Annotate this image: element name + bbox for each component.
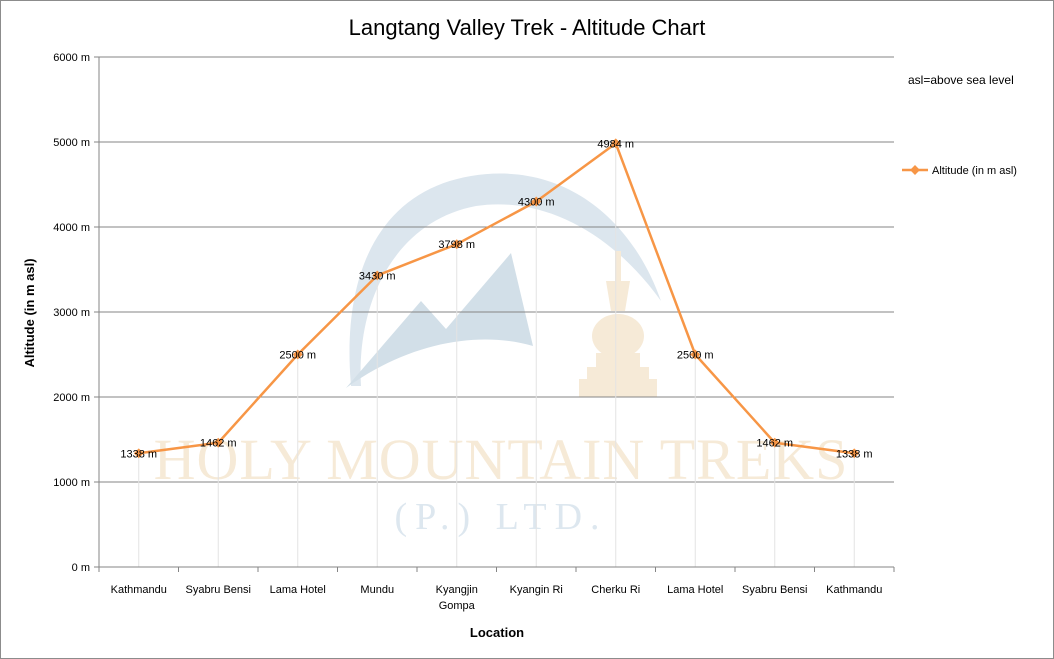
data-label: 3798 m xyxy=(438,239,475,251)
x-axis-title: Location xyxy=(470,625,524,640)
data-label: 1462 m xyxy=(200,438,237,450)
y-axis-title: Altitude (in m asl) xyxy=(22,258,37,367)
watermark-logo: HOLY MOUNTAIN TREKS (P.) LTD. xyxy=(154,173,849,538)
watermark-line2: (P.) LTD. xyxy=(394,496,607,538)
series-altitude xyxy=(133,138,860,459)
y-tick-label: 3000 m xyxy=(53,307,90,319)
x-tick-label: Syabru Bensi xyxy=(186,584,251,596)
data-point xyxy=(531,196,542,207)
x-tick-label: Kathmandu xyxy=(111,584,167,596)
y-tick-label: 5000 m xyxy=(53,137,90,149)
data-point xyxy=(372,270,383,281)
data-label: 3430 m xyxy=(359,270,396,282)
x-tick-label: Lama Hotel xyxy=(667,584,723,596)
data-point xyxy=(610,138,621,149)
x-tick-label: Mundu xyxy=(360,584,394,596)
x-tick-label: Kyangin Ri xyxy=(510,584,563,596)
y-tick-label: 0 m xyxy=(72,562,90,574)
y-tick-label: 4000 m xyxy=(53,222,90,234)
chart-title: Langtang Valley Trek - Altitude Chart xyxy=(349,15,706,40)
logo-mountain-icon xyxy=(346,253,533,388)
y-tick-label: 1000 m xyxy=(53,477,90,489)
data-label: 1338 m xyxy=(836,448,873,460)
x-tick-label: Kyangjin Gompa xyxy=(436,584,478,612)
data-point xyxy=(690,349,701,360)
y-tick-label: 6000 m xyxy=(53,52,90,64)
data-label: 4984 m xyxy=(597,138,634,150)
data-label: 2500 m xyxy=(279,350,316,362)
asl-annotation: asl=above sea level xyxy=(908,73,1014,87)
data-point xyxy=(213,437,224,448)
data-point xyxy=(451,239,462,250)
watermark-line1: HOLY MOUNTAIN TREKS xyxy=(154,427,849,492)
data-point xyxy=(133,448,144,459)
data-point xyxy=(849,448,860,459)
legend-label: Altitude (in m asl) xyxy=(932,165,1017,177)
y-tick-label: 2000 m xyxy=(53,392,90,404)
gridlines xyxy=(99,56,894,483)
y-axis-ticks: 0 m 1000 m 2000 m 3000 m 4000 m 5000 m 6000 m xyxy=(53,52,99,574)
data-label: 1338 m xyxy=(120,448,157,460)
data-point xyxy=(292,349,303,360)
x-tick-label: Syabru Bensi xyxy=(742,584,807,596)
series-line xyxy=(138,142,855,455)
data-label: 1462 m xyxy=(756,438,793,450)
x-tick-label: Cherku Ri xyxy=(591,584,640,596)
data-label: 4300 m xyxy=(518,197,555,209)
x-axis-ticks: Kathmandu Syabru Bensi Lama Hotel Mundu Kyan… xyxy=(98,567,895,612)
data-label: 2500 m xyxy=(677,350,714,362)
data-point xyxy=(769,437,780,448)
x-tick-label: Kathmandu xyxy=(826,584,882,596)
legend: Altitude (in m asl) xyxy=(902,165,1017,177)
legend-marker-icon xyxy=(910,165,920,175)
category-dividers xyxy=(138,143,855,567)
x-tick-label: Lama Hotel xyxy=(270,584,326,596)
data-labels: 1338 m 1462 m 2500 m 3430 m 3798 m 4300 m 4984… xyxy=(120,138,872,460)
stupa-icon xyxy=(579,251,657,397)
